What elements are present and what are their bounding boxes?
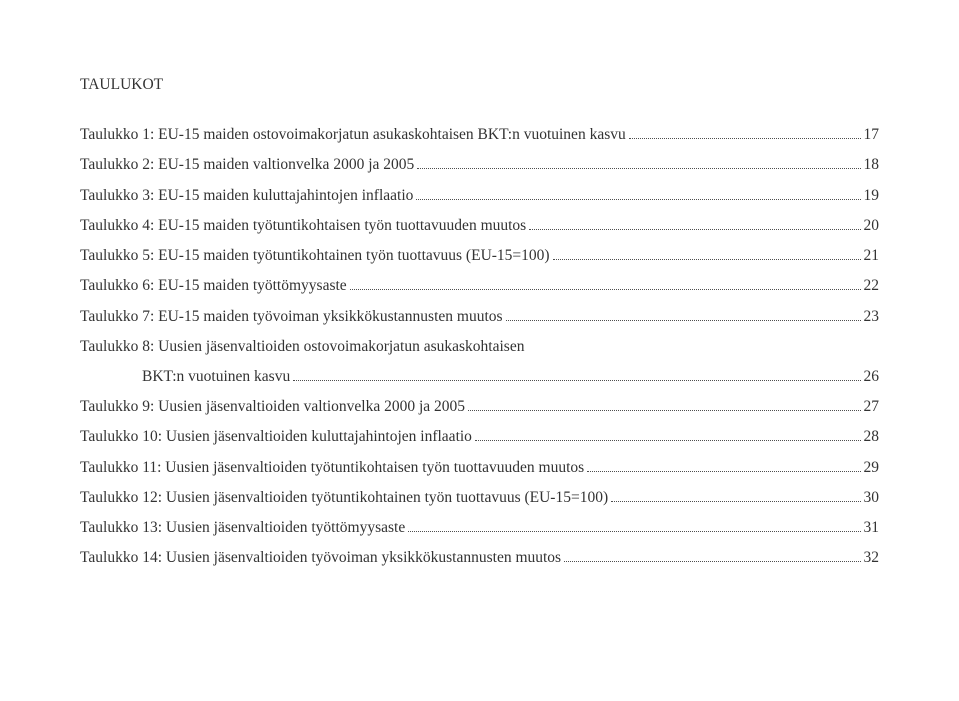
toc-entry-label: Taulukko 6: EU-15 maiden työttömyysaste: [80, 271, 347, 301]
toc-entry-label: Taulukko 11: Uusien jäsenvaltioiden työt…: [80, 453, 584, 483]
toc-leader-dots: [629, 138, 861, 139]
toc-entry: Taulukko 13: Uusien jäsenvaltioiden työt…: [80, 513, 879, 543]
toc-entry-label: BKT:n vuotuinen kasvu: [80, 362, 290, 392]
toc-entry-page: 30: [864, 483, 880, 513]
toc-entry-label: Taulukko 14: Uusien jäsenvaltioiden työv…: [80, 543, 561, 573]
toc-entry-continuation: BKT:n vuotuinen kasvu 26: [80, 362, 879, 392]
toc-entry: Taulukko 8: Uusien jäsenvaltioiden ostov…: [80, 332, 879, 362]
toc-leader-dots: [417, 168, 860, 169]
toc-entry: Taulukko 3: EU-15 maiden kuluttajahintoj…: [80, 181, 879, 211]
toc-entry-label: Taulukko 1: EU-15 maiden ostovoimakorjat…: [80, 120, 626, 150]
section-title: TAULUKOT: [80, 70, 879, 100]
toc-entry-page: 17: [864, 120, 880, 150]
toc-entry-page: 28: [864, 422, 880, 452]
toc-entry: Taulukko 10: Uusien jäsenvaltioiden kulu…: [80, 422, 879, 452]
toc-leader-dots: [350, 289, 861, 290]
toc-entry-label: Taulukko 3: EU-15 maiden kuluttajahintoj…: [80, 181, 413, 211]
toc-entry: Taulukko 11: Uusien jäsenvaltioiden työt…: [80, 453, 879, 483]
toc-leader-dots: [416, 199, 860, 200]
toc-leader-dots: [611, 501, 860, 502]
toc-entry-page: 19: [864, 181, 880, 211]
toc-entry-label: Taulukko 7: EU-15 maiden työvoiman yksik…: [80, 302, 503, 332]
toc-entry: Taulukko 2: EU-15 maiden valtionvelka 20…: [80, 150, 879, 180]
toc-entry-page: 20: [864, 211, 880, 241]
toc-leader-dots: [475, 440, 861, 441]
toc-leader-dots: [408, 531, 860, 532]
toc-entry-label: Taulukko 8: Uusien jäsenvaltioiden ostov…: [80, 332, 524, 362]
table-of-contents-list: Taulukko 1: EU-15 maiden ostovoimakorjat…: [80, 120, 879, 573]
toc-entry: Taulukko 6: EU-15 maiden työttömyysaste 2…: [80, 271, 879, 301]
toc-entry-page: 21: [864, 241, 880, 271]
toc-entry: Taulukko 14: Uusien jäsenvaltioiden työv…: [80, 543, 879, 573]
toc-entry-label: Taulukko 12: Uusien jäsenvaltioiden työt…: [80, 483, 608, 513]
toc-entry-label: Taulukko 13: Uusien jäsenvaltioiden työt…: [80, 513, 405, 543]
toc-entry-page: 31: [864, 513, 880, 543]
toc-entry-page: 32: [864, 543, 880, 573]
toc-entry-label: Taulukko 5: EU-15 maiden työtuntikohtain…: [80, 241, 550, 271]
toc-entry-page: 26: [864, 362, 880, 392]
toc-leader-dots: [506, 320, 861, 321]
toc-entry-label: Taulukko 10: Uusien jäsenvaltioiden kulu…: [80, 422, 472, 452]
toc-entry: Taulukko 4: EU-15 maiden työtuntikohtais…: [80, 211, 879, 241]
toc-entry-label: Taulukko 4: EU-15 maiden työtuntikohtais…: [80, 211, 526, 241]
toc-leader-dots: [293, 380, 860, 381]
toc-entry-page: 22: [864, 271, 880, 301]
toc-entry: Taulukko 9: Uusien jäsenvaltioiden valti…: [80, 392, 879, 422]
toc-entry-page: 29: [864, 453, 880, 483]
toc-leader-dots: [553, 259, 861, 260]
toc-entry-page: 23: [864, 302, 880, 332]
toc-entry: Taulukko 5: EU-15 maiden työtuntikohtain…: [80, 241, 879, 271]
toc-entry-label: Taulukko 2: EU-15 maiden valtionvelka 20…: [80, 150, 414, 180]
toc-leader-dots: [587, 471, 860, 472]
toc-leader-dots: [529, 229, 860, 230]
toc-entry: Taulukko 7: EU-15 maiden työvoiman yksik…: [80, 302, 879, 332]
toc-entry-page: 27: [864, 392, 880, 422]
toc-entry-label: Taulukko 9: Uusien jäsenvaltioiden valti…: [80, 392, 465, 422]
toc-entry-page: 18: [864, 150, 880, 180]
toc-leader-dots: [468, 410, 860, 411]
toc-entry: Taulukko 12: Uusien jäsenvaltioiden työt…: [80, 483, 879, 513]
toc-leader-dots: [564, 561, 860, 562]
toc-entry: Taulukko 1: EU-15 maiden ostovoimakorjat…: [80, 120, 879, 150]
